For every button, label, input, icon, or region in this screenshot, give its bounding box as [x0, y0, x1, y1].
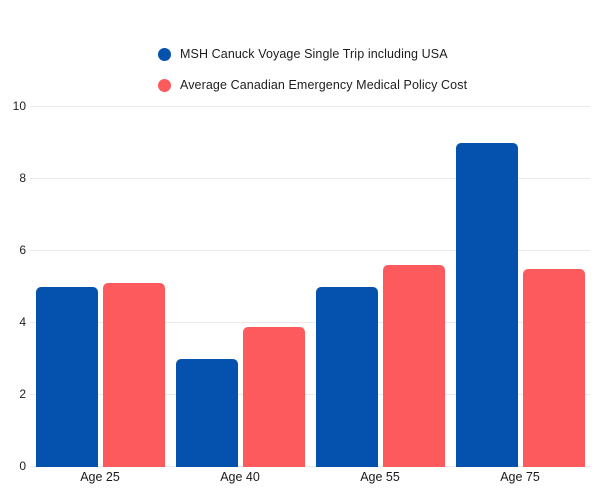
bar-series2-age-40	[242, 326, 305, 467]
bar-series1-age-75	[455, 143, 518, 467]
y-axis-tick-label: 4	[19, 315, 26, 329]
bar-series1-age-25	[35, 287, 98, 467]
bar-group-age-75	[450, 107, 590, 467]
legend-item-series2: Average Canadian Emergency Medical Polic…	[158, 73, 467, 97]
bar-groups	[30, 107, 590, 467]
gridline-y6: 6	[19, 243, 590, 257]
x-axis-label: Age 75	[500, 470, 540, 484]
x-axis-label: Age 40	[220, 470, 260, 484]
bar-series2-age-25	[102, 283, 165, 467]
y-axis-tick-label: 0	[19, 459, 26, 473]
bar-series2-age-55	[382, 265, 445, 467]
legend-item-series1: MSH Canuck Voyage Single Trip including …	[158, 42, 467, 66]
bar-series2-age-75	[522, 269, 585, 467]
legend: MSH Canuck Voyage Single Trip including …	[158, 42, 467, 97]
bar-group-age-55	[310, 107, 450, 467]
x-axis-labels: Age 25 Age 40 Age 55 Age 75	[30, 470, 590, 484]
y-axis-tick-label: 2	[19, 387, 26, 401]
gridline-y2: 2	[19, 387, 590, 401]
y-axis-tick-label: 10	[12, 99, 26, 113]
legend-dot-icon	[158, 78, 171, 92]
y-axis-tick-label: 8	[19, 171, 26, 185]
bar-group-age-25	[30, 107, 170, 467]
x-axis-label: Age 25	[80, 470, 120, 484]
bar-series1-age-40	[175, 359, 238, 467]
gridline-y4: 4	[19, 315, 590, 329]
gridline-y0: 0	[19, 459, 590, 473]
gridline-y10: 10	[13, 99, 590, 113]
legend-label: MSH Canuck Voyage Single Trip including …	[180, 47, 448, 61]
gridline-y8: 8	[19, 171, 590, 185]
legend-label: Average Canadian Emergency Medical Polic…	[180, 78, 468, 92]
legend-dot-icon	[158, 47, 171, 61]
bar-series1-age-55	[315, 287, 378, 467]
x-axis-label: Age 55	[360, 470, 400, 484]
plot-area: 0 2 4 6 8 10	[13, 99, 590, 473]
bar-group-age-40	[170, 107, 310, 467]
y-axis-tick-label: 6	[19, 243, 26, 257]
